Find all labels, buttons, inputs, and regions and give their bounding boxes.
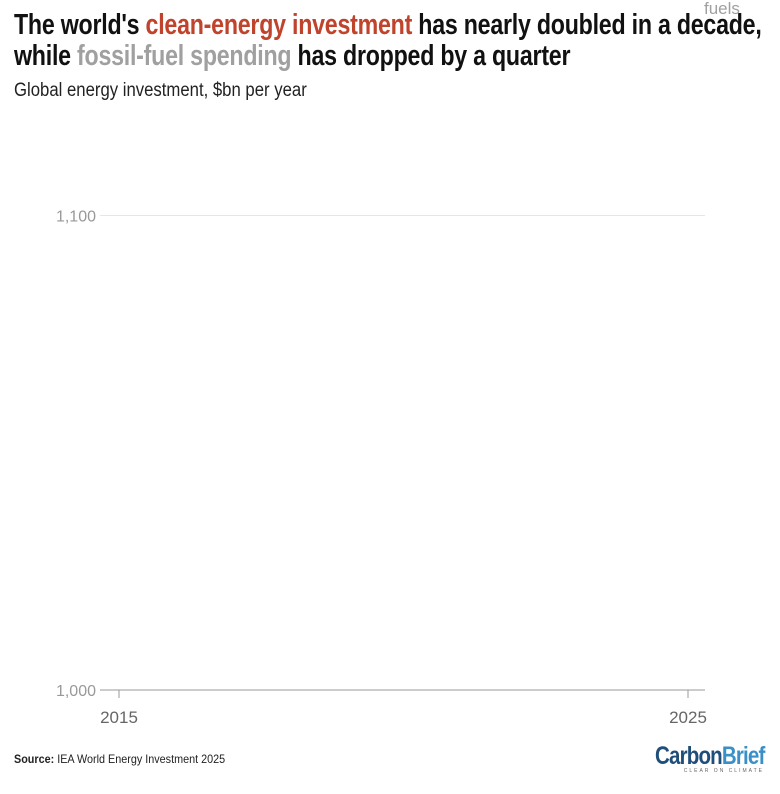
y-tick-label: 1,100 — [56, 209, 96, 226]
title-text: has dropped by a quarter — [291, 40, 571, 72]
source-text: IEA World Energy Investment 2025 — [54, 752, 226, 766]
title-text: The world's — [14, 9, 146, 41]
source-label: Source: — [14, 752, 55, 766]
title-clean-highlight: clean-energy investment — [145, 9, 413, 41]
chart-subtitle: Global energy investment, $bn per year — [14, 80, 307, 101]
y-tick-label: 1,000 — [56, 683, 96, 700]
carbonbrief-logo: CarbonBrief CLEAR ON CLIMATE — [654, 742, 765, 774]
series-label: fuels — [704, 0, 740, 18]
x-tick-label: 2015 — [100, 708, 138, 727]
title-fossil-highlight: fossil-fuel spending — [77, 40, 292, 72]
source-note: Source: IEA World Energy Investment 2025 — [14, 752, 225, 766]
title-text: while — [14, 40, 78, 72]
title-text: has nearly doubled in a decade, — [412, 9, 762, 41]
x-tick-label: 2025 — [669, 708, 707, 727]
chart-title: The world's clean-energy investment has … — [14, 10, 762, 72]
line-chart: 1,0001,1001,2001,3001,4001,5001,6001,700… — [56, 0, 740, 727]
